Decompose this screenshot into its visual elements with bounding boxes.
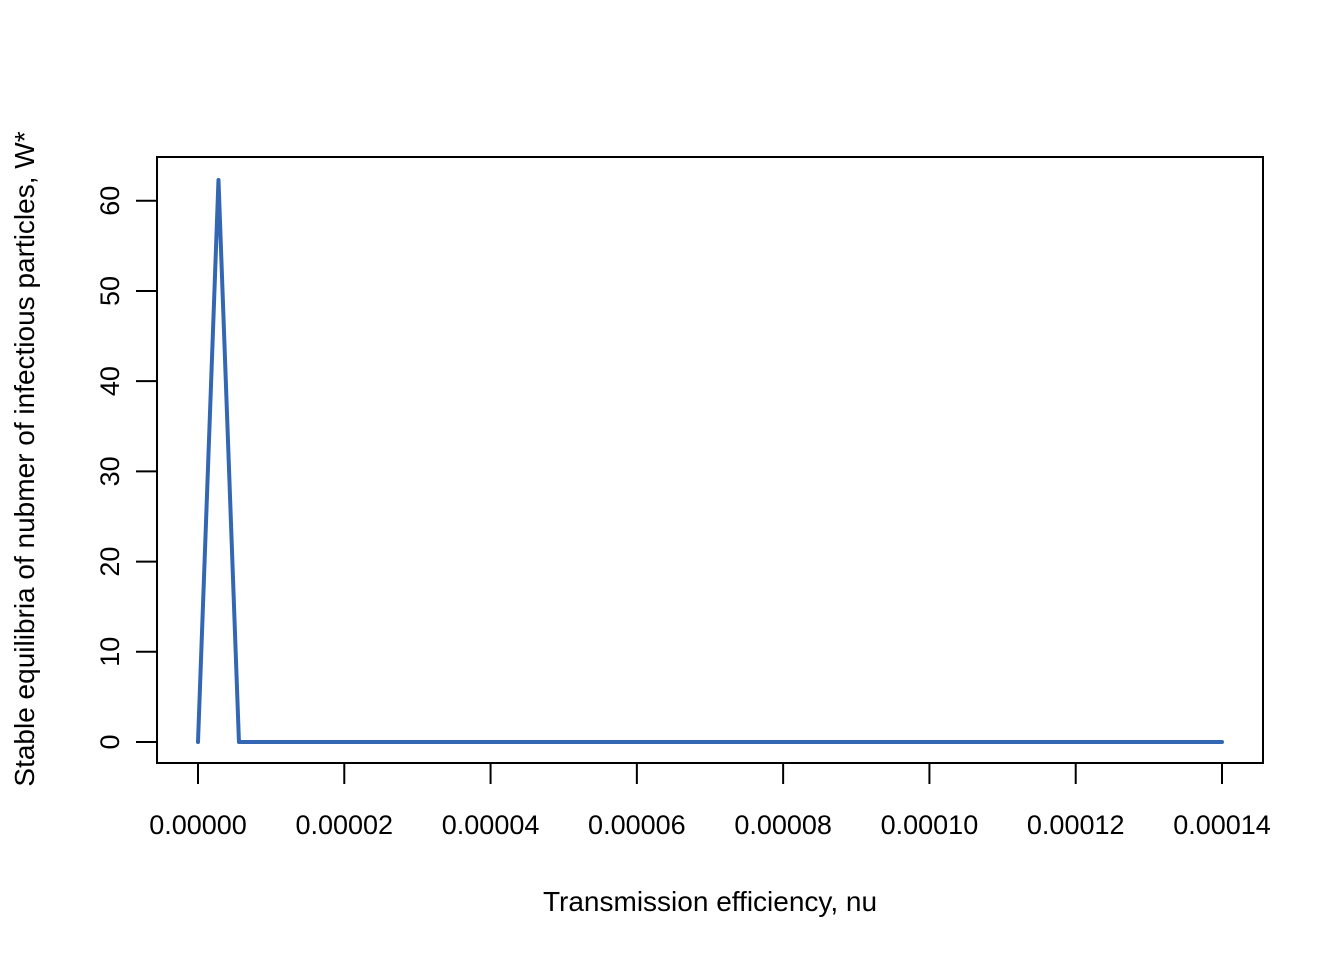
x-tick-label: 0.00004 [442, 810, 540, 840]
x-tick-label: 0.00010 [881, 810, 979, 840]
x-tick-label: 0.00014 [1173, 810, 1271, 840]
y-axis: 0 10 20 30 40 50 60 [95, 186, 158, 750]
x-tick-label: 0.00002 [295, 810, 393, 840]
y-axis-title: Stable equilibria of nubmer of infectiou… [9, 131, 40, 786]
y-tick-label: 0 [95, 734, 125, 749]
y-tick-label: 30 [95, 456, 125, 486]
x-tick-label: 0.00000 [149, 810, 247, 840]
y-tick-label: 60 [95, 186, 125, 216]
y-tick-label: 10 [95, 637, 125, 667]
x-tick-label: 0.00012 [1027, 810, 1125, 840]
plot-frame [156, 156, 1264, 764]
x-axis: 0.00000 0.00002 0.00004 0.00006 0.00008 0.000… [149, 762, 1271, 840]
y-tick-label: 40 [95, 366, 125, 396]
series-layer [196, 178, 1224, 744]
y-tick-label: 20 [95, 547, 125, 577]
series-line-0 [196, 178, 1224, 744]
x-axis-title: Transmission efficiency, nu [543, 886, 877, 917]
y-tick-label: 50 [95, 276, 125, 306]
x-tick-label: 0.00008 [734, 810, 832, 840]
x-tick-label: 0.00006 [588, 810, 686, 840]
